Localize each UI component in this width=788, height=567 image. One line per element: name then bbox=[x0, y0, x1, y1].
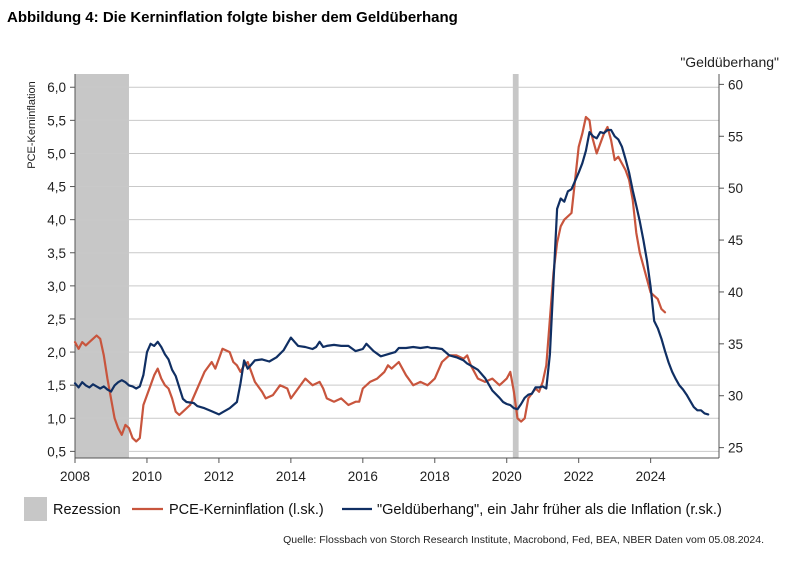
left-tick-label-1: 1,0 bbox=[47, 411, 66, 426]
left-tick-label-3: 2,0 bbox=[47, 345, 66, 360]
left-tick-label-7: 4,0 bbox=[47, 213, 66, 228]
left-tick-label-4: 2,5 bbox=[47, 312, 66, 327]
x-tick-label-2: 2012 bbox=[204, 469, 234, 484]
left-tick-label-9: 5,0 bbox=[47, 146, 66, 161]
left-tick-label-6: 3,5 bbox=[47, 246, 66, 261]
source-note: Quelle: Flossbach von Storch Research In… bbox=[283, 534, 764, 546]
x-tick-label-8: 2024 bbox=[636, 469, 667, 484]
recession-band-1 bbox=[512, 74, 519, 458]
left-axis-label: PCE-Kerninflation bbox=[26, 81, 38, 168]
legend-label-pce: PCE-Kerninflation (l.sk.) bbox=[169, 502, 324, 518]
recession-bands bbox=[75, 74, 519, 458]
left-tick-label-5: 3,0 bbox=[47, 279, 66, 294]
left-tick-label-2: 1,5 bbox=[47, 378, 66, 393]
legend-swatch-recession bbox=[24, 497, 47, 521]
plot-frame bbox=[74, 74, 720, 459]
left-tick-label-8: 4,5 bbox=[47, 180, 66, 195]
right-axis-ticks: 25 30 35 40 45 50 55 60 bbox=[719, 77, 743, 456]
left-axis-ticks: 0,5 1,0 1,5 2,0 2,5 3,0 3,5 4,0 4,5 5,0 5,5 6,0 bbox=[47, 80, 75, 459]
x-tick-label-7: 2022 bbox=[564, 469, 594, 484]
right-tick-label-1: 30 bbox=[728, 389, 743, 404]
x-tick-label-4: 2016 bbox=[348, 469, 378, 484]
legend-label-money-overhang: "Geldüberhang", ein Jahr früher als die … bbox=[377, 502, 722, 518]
series-lines bbox=[73, 115, 710, 443]
x-tick-label-3: 2014 bbox=[276, 469, 307, 484]
gridlines bbox=[75, 86, 719, 452]
chart-title: Abbildung 4: Die Kerninflation folgte bi… bbox=[7, 9, 458, 26]
left-tick-label-0: 0,5 bbox=[47, 444, 66, 459]
right-tick-label-5: 50 bbox=[728, 181, 743, 196]
right-tick-label-6: 55 bbox=[728, 129, 743, 144]
x-tick-label-1: 2010 bbox=[132, 469, 162, 484]
right-tick-label-0: 25 bbox=[728, 441, 743, 456]
x-axis-ticks: 2008 2010 2012 2014 2016 2018 2020 2022 2024 bbox=[60, 458, 666, 484]
legend: Rezession PCE-Kerninflation (l.sk.) "Gel… bbox=[24, 497, 722, 521]
left-tick-label-11: 6,0 bbox=[47, 80, 66, 95]
right-axis-label: "Geldüberhang" bbox=[680, 54, 779, 70]
recession-band-0 bbox=[75, 74, 129, 458]
left-tick-label-10: 5,5 bbox=[47, 113, 66, 128]
legend-label-recession: Rezession bbox=[53, 502, 121, 518]
right-tick-label-3: 40 bbox=[728, 285, 743, 300]
x-tick-label-5: 2018 bbox=[420, 469, 450, 484]
series-line-1 bbox=[73, 128, 710, 416]
x-tick-label-0: 2008 bbox=[60, 469, 90, 484]
right-tick-label-4: 45 bbox=[728, 233, 743, 248]
right-tick-label-7: 60 bbox=[728, 77, 743, 92]
right-tick-label-2: 35 bbox=[728, 337, 743, 352]
x-tick-label-6: 2020 bbox=[492, 469, 522, 484]
series-line-0 bbox=[73, 115, 667, 443]
